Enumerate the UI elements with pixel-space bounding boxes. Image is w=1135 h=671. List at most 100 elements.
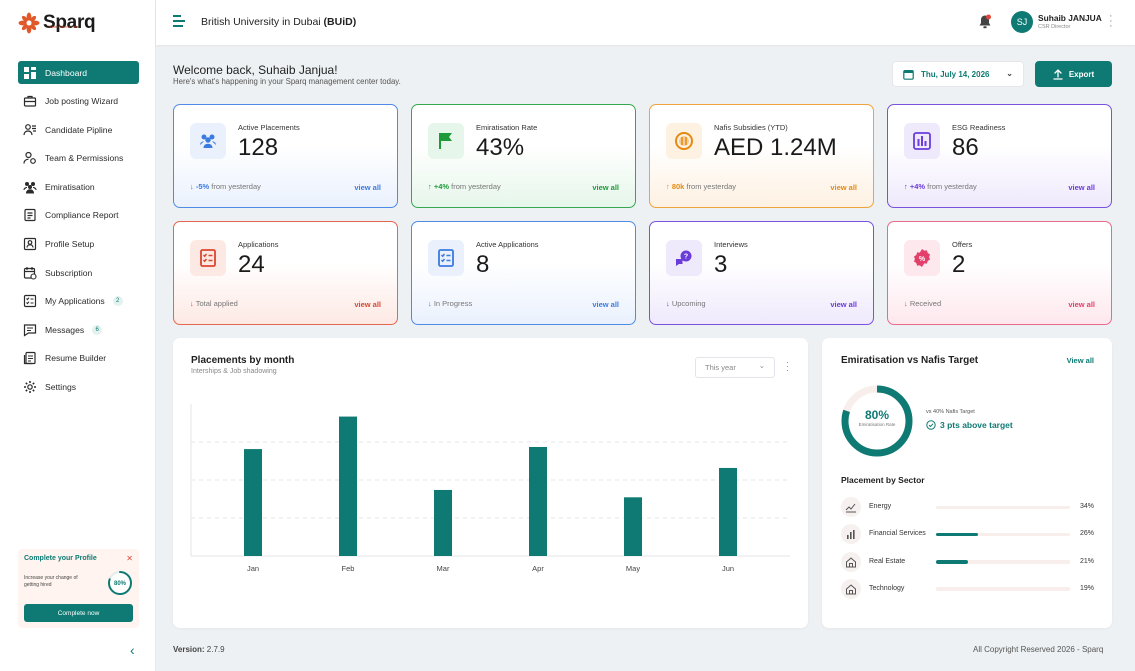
placements-panel: Placements by month Interships & Job sha…: [173, 338, 808, 628]
placements-bar-chart: Jan Feb Mar Apr May Jun: [190, 404, 790, 573]
logo[interactable]: Sparq: [18, 10, 96, 36]
bar-chart-icon: [841, 524, 861, 545]
bar-apr[interactable]: [529, 446, 547, 556]
chevron-down-icon: ⌄: [758, 361, 765, 370]
nafis-target-text: vs 40% Nafis Target: [926, 409, 975, 415]
emiratisation-percent: 80%: [864, 408, 890, 422]
sidebar-item-subscription[interactable]: Subscription: [18, 261, 139, 284]
stat-value: AED 1.24M: [714, 134, 837, 161]
stat-label: Offers: [952, 240, 973, 249]
x-tick-label: May: [626, 564, 640, 573]
view-all-link[interactable]: view all: [592, 183, 619, 192]
stat-trend: ↓ In Progress: [428, 299, 473, 308]
more-options-icon[interactable]: · · ·: [1109, 10, 1113, 32]
stat-trend: ↓ -5% from yesterday: [190, 182, 261, 191]
house-icon: [841, 578, 861, 599]
stat-trend: ↓ Total applied: [190, 299, 238, 308]
stat-card-esg-readiness: ESG Readiness 86 ↑ +4% from yesterday vi…: [887, 104, 1112, 208]
bar-jan[interactable]: [244, 449, 262, 556]
date-value: Thu, July 14, 2026: [921, 69, 990, 79]
stat-card-applications: Applications 24 ↓ Total applied view all: [173, 221, 398, 325]
sparq-logo-icon: [18, 12, 40, 34]
sidebar-item-team-permissions[interactable]: Team & Permissions: [18, 147, 139, 170]
stat-label: Nafis Subsidies (YTD): [714, 123, 788, 132]
arrow-down-icon: ↓: [904, 299, 908, 308]
view-all-link[interactable]: view all: [830, 183, 857, 192]
sidebar-item-compliance-report[interactable]: Compliance Report: [18, 204, 139, 227]
stat-value: 128: [238, 134, 279, 161]
stat-card-interviews: ? Interviews 3 ↓ Upcoming view all: [649, 221, 874, 325]
period-select[interactable]: This year ⌄: [695, 357, 775, 378]
sidebar-nav: Dashboard Job posting Wizard Candidate P…: [18, 61, 139, 404]
stat-value: 8: [476, 251, 490, 278]
clipboard-icon: [190, 240, 226, 276]
menu-icon[interactable]: [173, 15, 185, 27]
sidebar-item-job-posting-wizard[interactable]: Job posting Wizard: [18, 90, 139, 113]
view-all-link[interactable]: view all: [354, 300, 381, 309]
emiratisation-title: Emiratisation vs Nafis Target: [841, 355, 979, 366]
sidebar-item-settings[interactable]: Settings: [18, 376, 139, 399]
arrow-up-icon: ↑: [904, 182, 908, 191]
export-label: Export: [1068, 69, 1095, 79]
arrow-down-icon: ↓: [190, 299, 194, 308]
sector-row: Real Estate 21%: [841, 551, 1094, 572]
bar-jun[interactable]: [719, 467, 737, 556]
message-icon: [23, 323, 37, 337]
placements-title: Placements by month: [191, 355, 295, 366]
stat-trend: ↑ +4% from yesterday: [428, 182, 501, 191]
stat-trend: ↓ Upcoming: [666, 299, 706, 308]
stat-card-active-applications: Active Applications 8 ↓ In Progress view…: [411, 221, 636, 325]
stat-label: Emiratisation Rate: [476, 123, 538, 132]
x-tick-label: Jun: [722, 564, 734, 573]
sidebar-item-emiratisation[interactable]: Emiratisation: [18, 175, 139, 198]
bell-icon[interactable]: [978, 14, 992, 30]
stat-card-offers: % Offers 2 ↓ Received view all: [887, 221, 1112, 325]
copyright: All Copyright Reserved 2026 - Sparq: [973, 645, 1104, 654]
bar-feb[interactable]: [339, 416, 357, 556]
sector-bar-track: [936, 587, 1070, 591]
stat-trend: ↑ +4% from yesterday: [904, 182, 977, 191]
calendar-icon: [903, 69, 914, 80]
bar-mar[interactable]: [434, 489, 452, 556]
date-picker[interactable]: Thu, July 14, 2026 ⌄: [892, 61, 1024, 87]
stat-value: 2: [952, 251, 966, 278]
arrow-down-icon: ↓: [428, 299, 432, 308]
sidebar-item-label: Settings: [45, 382, 77, 393]
sidebar-item-label: Profile Setup: [45, 239, 95, 250]
placements-subtitle: Interships & Job shadowing: [191, 368, 277, 375]
view-all-link[interactable]: view all: [1068, 183, 1095, 192]
more-options-icon[interactable]: · · ·: [786, 357, 789, 375]
close-icon[interactable]: ✕: [126, 554, 133, 563]
view-all-link[interactable]: view all: [830, 300, 857, 309]
avatar[interactable]: SJ: [1011, 11, 1033, 33]
sidebar-item-messages[interactable]: Messages 6: [18, 318, 139, 341]
view-all-link[interactable]: view all: [1068, 300, 1095, 309]
emiratisation-view-all-link[interactable]: View all: [1066, 356, 1094, 365]
sidebar-item-dashboard[interactable]: Dashboard: [18, 61, 139, 84]
sidebar-item-profile-setup[interactable]: Profile Setup: [18, 233, 139, 256]
sidebar-item-label: Compliance Report: [45, 210, 119, 221]
stat-value: 24: [238, 251, 265, 278]
sidebar-item-resume-builder[interactable]: Resume Builder: [18, 347, 139, 370]
export-button[interactable]: Export: [1035, 61, 1112, 87]
report-icon: [23, 208, 37, 222]
check-circle-icon: [926, 420, 936, 430]
sector-bar-track: [936, 505, 1070, 509]
people-icon: [190, 123, 226, 159]
user-role: CSR Director: [1038, 24, 1071, 30]
bar-chart-icon: [904, 123, 940, 159]
view-all-link[interactable]: view all: [354, 183, 381, 192]
sidebar-item-candidate-pipline[interactable]: Candidate Pipline: [18, 118, 139, 141]
house-icon: [841, 551, 861, 572]
collapse-sidebar-icon[interactable]: ‹: [130, 642, 135, 658]
stat-value: 3: [714, 251, 728, 278]
svg-text:80%: 80%: [114, 581, 127, 587]
bar-may[interactable]: [624, 497, 642, 556]
sidebar-item-my-applications[interactable]: My Applications 2: [18, 290, 139, 313]
sidebar-item-label: Resume Builder: [45, 353, 107, 364]
stat-value: 86: [952, 134, 979, 161]
view-all-link[interactable]: view all: [592, 300, 619, 309]
sidebar-item-label: My Applications: [45, 296, 105, 307]
complete-now-button[interactable]: Complete now: [24, 604, 133, 622]
sector-name: Technology: [869, 584, 905, 592]
